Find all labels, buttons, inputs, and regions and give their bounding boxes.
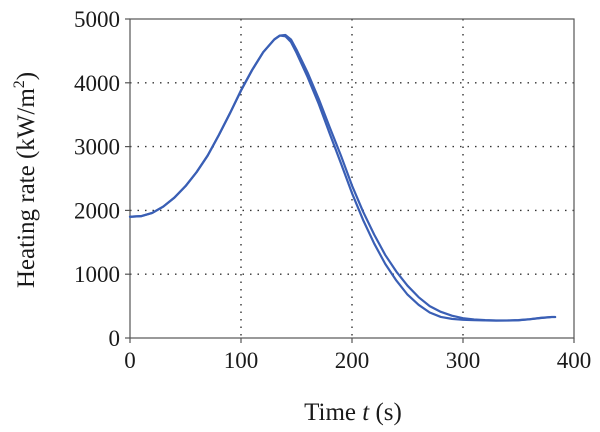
- x-axis-title: Time t (s): [304, 399, 402, 426]
- x-axis-title-variable: t: [362, 399, 370, 426]
- y-tick-label-4: 4000: [74, 71, 120, 96]
- grid-layer: [130, 19, 574, 338]
- y-axis-title: Heating rate (kW/m2): [11, 72, 40, 288]
- y-tick-label-1: 1000: [74, 262, 120, 287]
- x-tick-label-1: 100: [224, 348, 259, 373]
- axes-layer: [125, 18, 575, 343]
- series-line-0: [128, 33, 557, 322]
- series-line-1: [128, 34, 557, 322]
- x-tick-label-4: 400: [557, 348, 592, 373]
- x-tick-label-2: 200: [335, 348, 370, 373]
- y-tick-label-5: 5000: [74, 7, 120, 32]
- y-tick-label-0: 0: [109, 326, 121, 351]
- y-axis-title-close: ): [13, 72, 40, 80]
- x-tick-label-0: 0: [124, 348, 136, 373]
- y-tick-label-3: 3000: [74, 135, 120, 160]
- y-axis-title-main: Heating rate (kW/m: [13, 88, 40, 288]
- y-tick-label-2: 2000: [74, 198, 120, 223]
- y-axis-title-superscript: 2: [11, 80, 28, 88]
- series-layer: [128, 33, 557, 322]
- x-axis-title-prefix: Time: [304, 399, 362, 426]
- x-axis-title-suffix: (s): [369, 399, 402, 426]
- x-tick-label-3: 300: [446, 348, 481, 373]
